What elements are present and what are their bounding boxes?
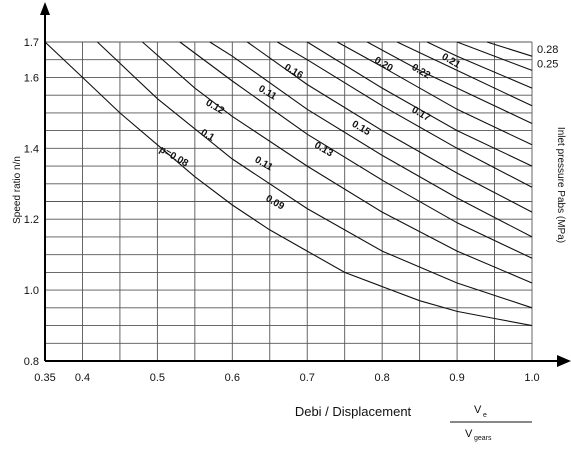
series-line	[336, 41, 533, 146]
series-line	[97, 41, 533, 309]
curve-label: 0.16	[282, 62, 305, 81]
fraction-denominator: V	[465, 428, 473, 440]
curve-label: 0.15	[350, 119, 373, 138]
y-tick-label: 1.4	[24, 143, 39, 155]
series-line	[142, 41, 533, 284]
y-tick-label: 1.7	[24, 37, 39, 49]
y-tick-label: 0.8	[24, 356, 39, 368]
x-tick-label: 0.35	[34, 372, 55, 384]
series-line	[306, 41, 533, 167]
y-tick-label: 1.2	[24, 214, 39, 226]
x-axis-label: Debi / Displacement	[295, 404, 412, 419]
series-line	[209, 41, 533, 238]
x-tick-label: 0.6	[225, 372, 240, 384]
curve-label: 0.12	[204, 98, 227, 117]
curve-label: 0.17	[410, 105, 433, 124]
series-line	[396, 41, 533, 107]
chart-tick-labels: 0.35 0.4 0.5 0.6 0.7 0.8 0.9 1.0 0.8 1.0 1.2 1.4 1.6…	[24, 37, 540, 384]
x-tick-label: 0.4	[75, 372, 90, 384]
y-tick-label: 1.0	[24, 285, 39, 297]
chart-series-group	[44, 41, 533, 327]
series-line	[366, 41, 533, 124]
curve-label: 0.11	[253, 154, 275, 173]
curve-label: 0.1	[199, 127, 217, 144]
y-axis-label: Speed ratio n/n	[12, 156, 23, 224]
y2-axis-label: Inlet pressure Pabs (MPa)	[555, 127, 566, 243]
fraction-numerator: V	[474, 404, 482, 416]
chart-grid	[44, 41, 533, 362]
x-tick-label: 0.9	[449, 372, 464, 384]
x-tick-label: 0.7	[300, 372, 315, 384]
series-line	[426, 41, 533, 89]
chart-axes	[40, 2, 571, 367]
fraction-numerator-sub: e	[483, 412, 487, 419]
fraction-denominator-sub: gears	[474, 435, 492, 442]
series-line	[486, 41, 533, 57]
curve-label: 0.13	[312, 140, 335, 159]
fraction-label: V e V gears	[450, 404, 532, 442]
y-tick-label: 1.6	[24, 72, 39, 84]
curve-label: 0.09	[264, 193, 287, 212]
series-line	[277, 41, 533, 188]
x-tick-label: 0.8	[375, 372, 390, 384]
series-line	[246, 41, 533, 213]
y-axis-arrow	[40, 2, 50, 15]
x-tick-label: 0.5	[150, 372, 165, 384]
series-line	[179, 41, 533, 259]
x-tick-label: 1.0	[524, 372, 539, 384]
right-curve-label: 0.25	[537, 58, 558, 70]
curve-label: 0.22	[410, 62, 433, 81]
right-curve-label: 0.28	[537, 44, 558, 56]
x-axis-arrow	[557, 355, 571, 367]
series-line	[456, 41, 533, 71]
series-line	[44, 41, 533, 327]
